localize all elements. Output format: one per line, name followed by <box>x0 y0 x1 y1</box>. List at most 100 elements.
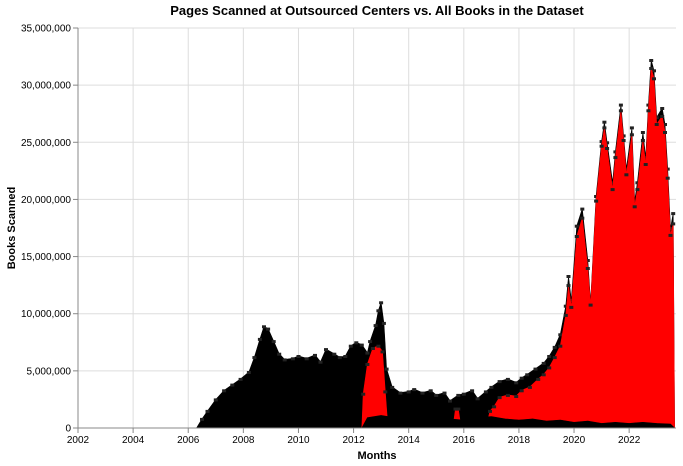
data-point <box>359 343 364 347</box>
data-point <box>552 345 557 349</box>
data-point <box>569 299 574 302</box>
data-point <box>610 181 615 185</box>
data-point <box>519 389 524 393</box>
x-tick-label: 2014 <box>398 435 421 446</box>
data-point <box>379 301 384 305</box>
data-point <box>665 167 670 171</box>
series-layer <box>195 59 676 429</box>
data-point <box>200 417 204 421</box>
data-point <box>663 131 667 134</box>
data-point <box>665 176 670 180</box>
data-point <box>470 389 475 393</box>
data-point <box>390 385 395 389</box>
data-point <box>313 353 317 357</box>
data-point <box>527 385 532 389</box>
data-point <box>461 392 466 396</box>
data-point <box>569 305 574 309</box>
data-point <box>434 393 439 397</box>
x-tick-label: 2002 <box>67 435 90 446</box>
data-point <box>629 133 634 137</box>
y-tick-label: 0 <box>65 424 71 435</box>
data-point <box>370 347 375 350</box>
data-point <box>563 313 568 317</box>
data-point <box>533 367 538 371</box>
data-point <box>660 107 665 110</box>
data-point <box>412 388 417 392</box>
data-point <box>475 397 480 401</box>
data-point <box>381 321 386 325</box>
data-point <box>574 224 579 228</box>
y-tick-label: 10,000,000 <box>21 309 71 320</box>
data-point <box>420 391 425 395</box>
data-point <box>621 139 626 142</box>
data-point <box>640 139 645 142</box>
data-point <box>238 377 243 381</box>
data-point <box>354 341 359 345</box>
data-point <box>566 275 571 278</box>
data-point <box>296 355 301 358</box>
data-point <box>632 205 637 209</box>
data-point <box>271 340 276 344</box>
data-point <box>505 393 510 397</box>
data-point <box>266 327 271 331</box>
data-point <box>246 371 251 374</box>
data-point <box>324 348 328 352</box>
data-point <box>456 393 461 397</box>
data-point <box>492 405 497 409</box>
data-point <box>668 227 673 230</box>
data-point <box>613 150 618 154</box>
data-point <box>563 304 568 308</box>
data-point <box>671 212 676 216</box>
data-point <box>558 333 563 337</box>
data-point <box>594 195 599 198</box>
data-point <box>585 267 590 270</box>
data-point <box>213 398 218 402</box>
y-tick-label: 5,000,000 <box>27 366 72 377</box>
data-point <box>624 167 629 171</box>
data-point <box>257 337 262 341</box>
y-tick-label: 15,000,000 <box>21 252 71 263</box>
data-point <box>635 188 640 192</box>
data-point <box>621 134 626 138</box>
data-point <box>505 377 510 381</box>
data-point <box>652 69 656 73</box>
data-point <box>497 380 502 384</box>
data-point <box>660 115 665 118</box>
x-tick-label: 2008 <box>232 435 255 446</box>
data-point <box>304 357 309 361</box>
data-point <box>649 59 654 62</box>
series-area-outsourced-centers <box>361 67 675 429</box>
data-point <box>406 390 411 394</box>
data-point <box>343 355 348 358</box>
y-tick-label: 25,000,000 <box>21 138 71 149</box>
data-point <box>536 377 541 381</box>
data-point <box>361 392 366 396</box>
x-tick-label: 2004 <box>122 435 145 446</box>
data-point <box>514 395 519 398</box>
y-axis-ticks: 0 5,000,000 10,000,000 15,000,000 20,000,000… <box>21 24 78 435</box>
data-point <box>398 391 403 395</box>
data-point <box>205 409 210 413</box>
data-point <box>594 199 599 203</box>
y-tick-label: 35,000,000 <box>21 24 71 35</box>
data-point <box>442 391 447 395</box>
data-point <box>605 147 610 150</box>
data-point <box>277 352 282 356</box>
data-point <box>646 109 651 113</box>
data-point <box>519 376 524 380</box>
data-point <box>376 309 381 313</box>
data-point <box>525 373 530 377</box>
data-point <box>624 173 629 177</box>
data-point <box>640 131 645 134</box>
data-point <box>428 389 433 393</box>
series-area-baseline <box>361 415 676 429</box>
data-point <box>541 361 546 365</box>
data-point <box>453 407 458 411</box>
data-point <box>337 356 342 360</box>
data-point <box>365 363 370 366</box>
x-tick-label: 2022 <box>618 435 641 446</box>
data-point <box>541 373 546 377</box>
data-point <box>585 259 590 262</box>
x-axis-ticks: 2002 2004 2006 2008 2010 2012 2014 2016 2018 2020… <box>67 428 641 446</box>
